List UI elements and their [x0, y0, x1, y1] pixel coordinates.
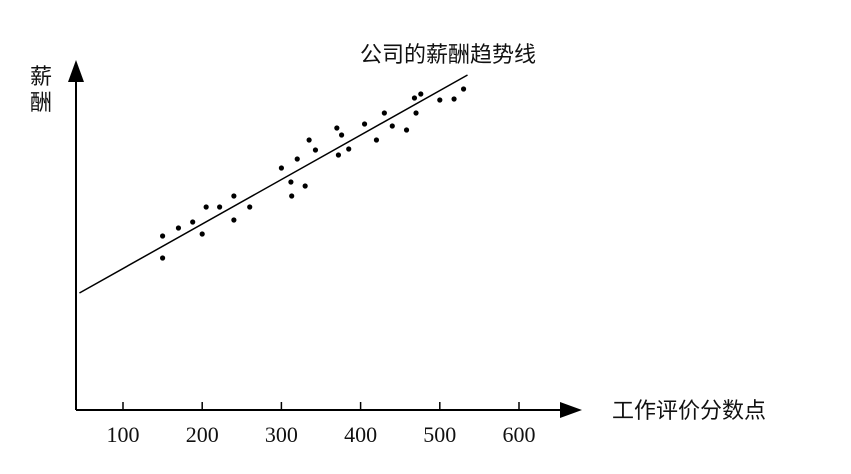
x-tick-label: 300 [265, 422, 298, 447]
data-point [418, 91, 424, 97]
data-point [338, 132, 345, 138]
x-axis-arrow [560, 402, 582, 418]
data-point [278, 165, 284, 171]
x-tick-label: 100 [107, 422, 140, 447]
x-tick-label: 400 [344, 422, 377, 447]
data-point [231, 193, 237, 199]
data-point [190, 219, 196, 225]
data-point [451, 96, 457, 102]
data-point [294, 156, 300, 162]
data-point [413, 110, 419, 116]
data-point [312, 147, 319, 153]
x-tick-label: 200 [186, 422, 219, 447]
data-point [335, 152, 342, 158]
x-axis-title: 工作评价分数点 [612, 399, 766, 424]
data-point [411, 95, 418, 101]
data-point [203, 204, 209, 210]
y-axis-arrow [68, 60, 84, 82]
data-point [199, 231, 205, 237]
data-point [346, 146, 352, 152]
data-point [361, 121, 368, 127]
data-point [175, 225, 182, 231]
data-point [231, 217, 237, 223]
chart-title: 公司的薪酬趋势线 [360, 43, 536, 68]
data-point [160, 233, 166, 239]
data-point [373, 137, 380, 143]
data-point [403, 127, 410, 133]
trend-line [79, 74, 468, 294]
data-point [302, 183, 308, 189]
y-axis-title-char: 薪 [30, 65, 52, 90]
data-point [306, 137, 312, 143]
x-tick-label: 600 [503, 422, 536, 447]
data-point [460, 86, 467, 92]
data-point [389, 123, 395, 129]
data-point [160, 255, 166, 261]
data-point [288, 179, 294, 185]
data-point [217, 204, 223, 210]
y-axis-title-char: 酬 [30, 91, 52, 116]
x-tick-label: 500 [423, 422, 456, 447]
data-point [437, 97, 443, 103]
data-point [334, 125, 340, 131]
data-point [289, 193, 295, 199]
data-point [247, 204, 253, 210]
data-point [381, 110, 387, 116]
